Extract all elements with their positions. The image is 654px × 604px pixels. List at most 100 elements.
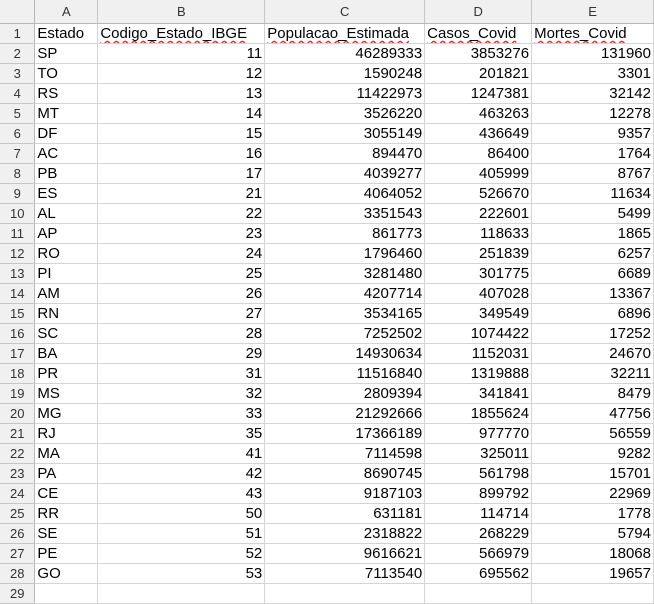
cell[interactable]: 11634	[531, 183, 654, 204]
cell[interactable]: 33	[97, 403, 266, 424]
cell[interactable]: 41	[97, 443, 266, 464]
cell[interactable]: 222601	[424, 203, 533, 224]
cell[interactable]	[424, 583, 533, 604]
cell[interactable]: SC	[34, 323, 99, 344]
select-all-corner[interactable]	[0, 0, 36, 24]
cell[interactable]: 349549	[424, 303, 533, 324]
cell[interactable]: 251839	[424, 243, 533, 264]
cell[interactable]: 7113540	[264, 563, 426, 584]
row-header[interactable]: 29	[0, 583, 36, 604]
row-header[interactable]: 9	[0, 183, 36, 204]
row-header[interactable]: 19	[0, 383, 36, 404]
cell[interactable]: 5794	[531, 523, 654, 544]
cell[interactable]: 19657	[531, 563, 654, 584]
cell[interactable]: 86400	[424, 143, 533, 164]
cell[interactable]: 3526220	[264, 103, 426, 124]
cell[interactable]: 56559	[531, 423, 654, 444]
cell[interactable]: 24	[97, 243, 266, 264]
row-header[interactable]: 1	[0, 23, 36, 44]
cell[interactable]: Populacao_Estimada	[264, 23, 426, 44]
cell[interactable]: 561798	[424, 463, 533, 484]
cell[interactable]: GO	[34, 563, 99, 584]
cell[interactable]: 301775	[424, 263, 533, 284]
cell[interactable]: 1855624	[424, 403, 533, 424]
row-header[interactable]: 23	[0, 463, 36, 484]
cell[interactable]: 12	[97, 63, 266, 84]
cell[interactable]: 131960	[531, 43, 654, 64]
cell[interactable]: 21292666	[264, 403, 426, 424]
cell[interactable]: 268229	[424, 523, 533, 544]
column-header[interactable]: C	[264, 0, 426, 24]
cell[interactable]: AC	[34, 143, 99, 164]
cell[interactable]: 4064052	[264, 183, 426, 204]
row-header[interactable]: 3	[0, 63, 36, 84]
row-header[interactable]: 5	[0, 103, 36, 124]
cell[interactable]: 11	[97, 43, 266, 64]
cell[interactable]: 1319888	[424, 363, 533, 384]
cell[interactable]: RS	[34, 83, 99, 104]
cell[interactable]: 35	[97, 423, 266, 444]
cell[interactable]: 566979	[424, 543, 533, 564]
cell[interactable]: 8690745	[264, 463, 426, 484]
cell[interactable]: 7252502	[264, 323, 426, 344]
cell[interactable]: 31	[97, 363, 266, 384]
cell[interactable]: 12278	[531, 103, 654, 124]
cell[interactable]: 53	[97, 563, 266, 584]
cell[interactable]: 1074422	[424, 323, 533, 344]
cell[interactable]: 21	[97, 183, 266, 204]
column-header[interactable]: D	[424, 0, 533, 24]
cell[interactable]: Mortes_Covid	[531, 23, 654, 44]
cell[interactable]: 11516840	[264, 363, 426, 384]
cell[interactable]: 3281480	[264, 263, 426, 284]
cell[interactable]: DF	[34, 123, 99, 144]
cell[interactable]: 436649	[424, 123, 533, 144]
cell[interactable]: 22969	[531, 483, 654, 504]
cell[interactable]: 1247381	[424, 83, 533, 104]
column-header[interactable]: A	[34, 0, 99, 24]
row-header[interactable]: 7	[0, 143, 36, 164]
cell[interactable]: AL	[34, 203, 99, 224]
cell[interactable]: AM	[34, 283, 99, 304]
cell[interactable]: 13	[97, 83, 266, 104]
row-header[interactable]: 2	[0, 43, 36, 64]
cell[interactable]: 1796460	[264, 243, 426, 264]
cell[interactable]: 32142	[531, 83, 654, 104]
cell[interactable]: 11422973	[264, 83, 426, 104]
cell[interactable]: 47756	[531, 403, 654, 424]
cell[interactable]: 32	[97, 383, 266, 404]
cell[interactable]: 22	[97, 203, 266, 224]
row-header[interactable]: 6	[0, 123, 36, 144]
cell[interactable]: 17366189	[264, 423, 426, 444]
row-header[interactable]: 27	[0, 543, 36, 564]
cell[interactable]: 16	[97, 143, 266, 164]
cell[interactable]: SE	[34, 523, 99, 544]
row-header[interactable]: 15	[0, 303, 36, 324]
cell[interactable]: PE	[34, 543, 99, 564]
cell[interactable]: 24670	[531, 343, 654, 364]
cell[interactable]: 9187103	[264, 483, 426, 504]
cell[interactable]: 114714	[424, 503, 533, 524]
cell[interactable]: 1764	[531, 143, 654, 164]
cell[interactable]: 3534165	[264, 303, 426, 324]
cell[interactable]: 526670	[424, 183, 533, 204]
cell[interactable]: 4207714	[264, 283, 426, 304]
cell[interactable]: 405999	[424, 163, 533, 184]
cell[interactable]: ES	[34, 183, 99, 204]
cell[interactable]: 4039277	[264, 163, 426, 184]
row-header[interactable]: 21	[0, 423, 36, 444]
row-header[interactable]: 26	[0, 523, 36, 544]
cell[interactable]	[531, 583, 654, 604]
row-header[interactable]: 10	[0, 203, 36, 224]
cell[interactable]: 861773	[264, 223, 426, 244]
cell[interactable]: 42	[97, 463, 266, 484]
cell[interactable]: AP	[34, 223, 99, 244]
cell[interactable]: MT	[34, 103, 99, 124]
cell[interactable]: BA	[34, 343, 99, 364]
cell[interactable]: 52	[97, 543, 266, 564]
cell[interactable]: PB	[34, 163, 99, 184]
cell[interactable]: 9357	[531, 123, 654, 144]
cell[interactable]: 18068	[531, 543, 654, 564]
cell[interactable]: PI	[34, 263, 99, 284]
cell[interactable]: 325011	[424, 443, 533, 464]
cell[interactable]	[34, 583, 99, 604]
